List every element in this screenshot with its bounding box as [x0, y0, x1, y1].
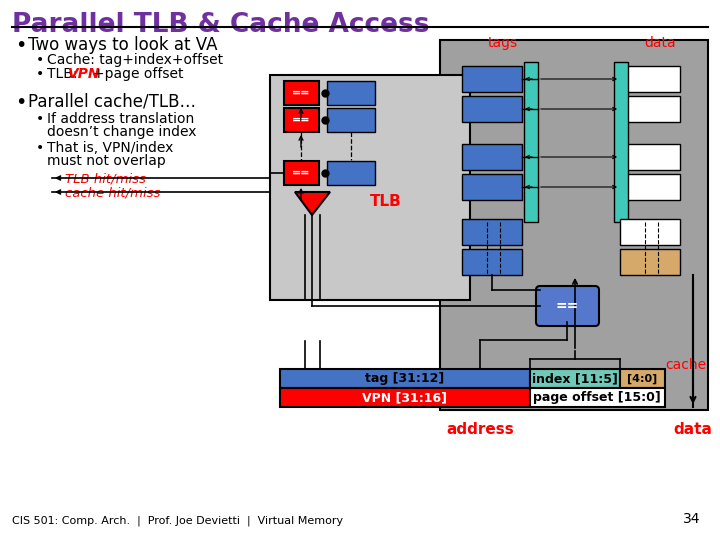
Bar [620, 219, 680, 245]
Text: cache hit/miss: cache hit/miss [65, 186, 161, 199]
Text: cache: cache [665, 358, 706, 372]
Bar [462, 174, 522, 200]
Text: TLB: TLB [370, 194, 402, 210]
Text: ==: == [292, 168, 310, 178]
Bar [327, 161, 375, 185]
Bar [530, 388, 665, 407]
Bar [462, 96, 522, 122]
Text: address: address [446, 422, 514, 437]
Bar [620, 144, 680, 170]
Bar [284, 81, 319, 105]
Bar [620, 66, 680, 92]
Bar [620, 369, 665, 388]
Bar [620, 174, 680, 200]
Text: •: • [36, 67, 44, 81]
Text: tags: tags [488, 36, 518, 50]
Text: page offset [15:0]: page offset [15:0] [533, 391, 661, 404]
Text: tag [31:12]: tag [31:12] [365, 372, 445, 385]
Text: Parallel cache/TLB…: Parallel cache/TLB… [28, 93, 196, 111]
Bar [462, 144, 522, 170]
Polygon shape [295, 192, 330, 215]
Text: Parallel TLB & Cache Access: Parallel TLB & Cache Access [12, 12, 430, 38]
Bar [462, 219, 522, 245]
Bar [270, 75, 470, 300]
Text: That is, VPN/index: That is, VPN/index [47, 141, 174, 155]
Bar [462, 66, 522, 92]
Text: CIS 501: Comp. Arch.  |  Prof. Joe Devietti  |  Virtual Memory: CIS 501: Comp. Arch. | Prof. Joe Deviett… [12, 516, 343, 526]
Bar [280, 388, 530, 407]
Text: data: data [644, 36, 676, 50]
Bar [462, 249, 522, 275]
Text: •: • [15, 36, 27, 55]
Text: ==: == [292, 115, 310, 125]
Text: TLB:: TLB: [47, 67, 82, 81]
Bar [284, 161, 319, 185]
Bar [280, 369, 530, 388]
Bar [327, 108, 375, 132]
Text: VPN: VPN [68, 67, 101, 81]
Text: •: • [36, 141, 44, 155]
Text: 34: 34 [683, 512, 700, 526]
Bar [440, 40, 708, 410]
Text: data: data [674, 422, 712, 437]
Text: TLB hit/miss: TLB hit/miss [65, 172, 146, 185]
FancyBboxPatch shape [536, 286, 599, 326]
Text: Two ways to look at VA: Two ways to look at VA [28, 36, 217, 54]
Text: +page offset: +page offset [93, 67, 184, 81]
Text: [4:0]: [4:0] [627, 373, 657, 383]
Bar [327, 81, 375, 105]
Text: •: • [15, 93, 27, 112]
Text: ==: == [556, 299, 579, 313]
Text: index [11:5]: index [11:5] [532, 372, 618, 385]
Text: •: • [36, 53, 44, 67]
Text: Cache: tag+index+offset: Cache: tag+index+offset [47, 53, 223, 67]
Bar [614, 62, 628, 222]
Text: •: • [36, 112, 44, 126]
Bar [620, 249, 680, 275]
Text: If address translation: If address translation [47, 112, 194, 126]
Text: VPN [31:16]: VPN [31:16] [362, 391, 448, 404]
Bar [530, 369, 620, 388]
Text: must not overlap: must not overlap [47, 154, 166, 168]
Text: ==: == [292, 88, 310, 98]
Bar [620, 96, 680, 122]
Bar [524, 62, 538, 222]
Bar [284, 108, 319, 132]
Text: doesn’t change index: doesn’t change index [47, 125, 197, 139]
